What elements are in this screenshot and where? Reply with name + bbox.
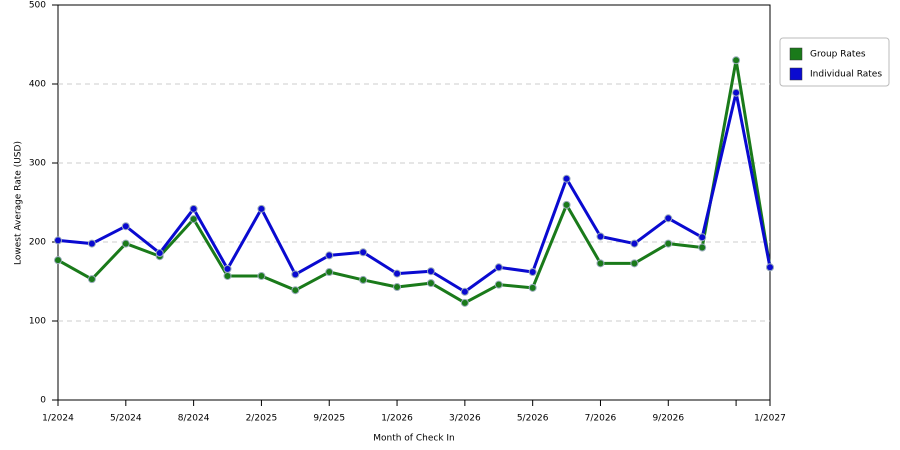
data-point — [562, 200, 571, 209]
data-point — [460, 287, 469, 296]
data-point — [460, 298, 469, 307]
data-point — [664, 214, 673, 223]
data-point — [54, 236, 62, 245]
series-line — [57, 58, 772, 305]
x-tick-label: 1/2027 — [754, 414, 786, 424]
data-point — [121, 239, 130, 248]
x-tick-label: 9/2026 — [652, 414, 684, 424]
data-point — [630, 259, 639, 268]
y-tick-label: 500 — [29, 1, 46, 11]
x-tick-label: 3/2026 — [449, 414, 481, 424]
data-point — [393, 283, 402, 292]
data-point — [291, 286, 300, 295]
y-tick-label: 400 — [29, 80, 46, 90]
data-point — [87, 239, 96, 248]
data-point — [596, 232, 605, 241]
data-point — [155, 249, 164, 258]
data-point — [426, 267, 435, 276]
data-point — [528, 283, 537, 292]
series-line — [57, 91, 772, 294]
data-point — [325, 251, 334, 260]
data-point — [732, 56, 741, 65]
y-axis-label: Lowest Average Rate (USD) — [14, 141, 24, 265]
data-point — [596, 259, 605, 268]
data-point — [393, 269, 402, 278]
legend-swatch — [789, 47, 803, 61]
data-point — [223, 264, 232, 273]
x-axis-label: Month of Check In — [373, 434, 455, 444]
legend-swatch — [789, 67, 803, 81]
data-point — [223, 271, 232, 280]
data-point — [494, 263, 503, 272]
data-point — [257, 204, 266, 213]
data-point — [494, 280, 503, 289]
data-point — [121, 222, 130, 231]
x-tick-label: 1/2026 — [381, 414, 413, 424]
data-point — [630, 239, 639, 248]
data-point — [528, 268, 537, 277]
data-point — [664, 239, 673, 248]
data-point — [426, 279, 435, 288]
data-point — [291, 270, 300, 279]
data-point — [359, 248, 368, 257]
y-tick-label: 100 — [29, 317, 46, 327]
x-tick-label: 8/2024 — [178, 414, 210, 424]
data-point — [257, 271, 266, 280]
data-point — [766, 263, 774, 272]
data-point — [562, 174, 571, 183]
y-tick-label: 300 — [29, 159, 46, 169]
legend-label: Individual Rates — [810, 70, 882, 80]
data-point — [359, 275, 368, 284]
data-point — [189, 204, 198, 213]
data-point — [189, 215, 198, 224]
x-tick-label: 5/2024 — [110, 414, 142, 424]
data-point — [54, 256, 62, 265]
x-tick-label: 9/2025 — [313, 414, 345, 424]
x-tick-label: 2/2025 — [246, 414, 278, 424]
x-tick-label: 7/2026 — [585, 414, 617, 424]
data-point — [87, 275, 96, 284]
plot-area — [57, 4, 771, 401]
x-tick-label: 5/2026 — [517, 414, 549, 424]
x-tick-label: 1/2024 — [42, 414, 74, 424]
data-point — [698, 243, 707, 252]
data-point — [325, 268, 334, 277]
legend-box — [779, 37, 890, 87]
y-tick-label: 200 — [29, 238, 46, 248]
data-point — [732, 88, 741, 97]
data-point — [698, 233, 707, 242]
y-tick-label: 0 — [40, 396, 46, 406]
legend-label: Group Rates — [810, 50, 866, 60]
